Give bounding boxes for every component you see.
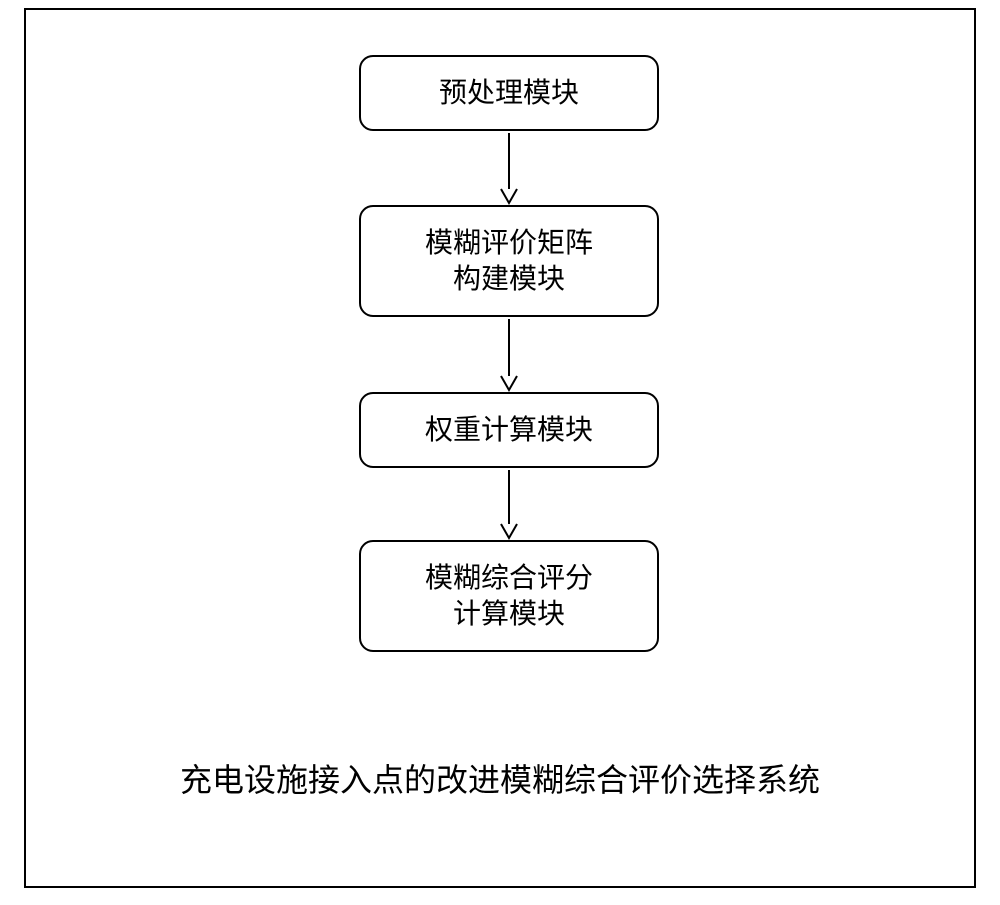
caption-text: 充电设施接入点的改进模糊综合评价选择系统 xyxy=(180,762,820,798)
node-label: 预处理模块 xyxy=(439,75,579,111)
arrow-icon xyxy=(489,468,529,540)
node-label: 构建模块 xyxy=(453,261,565,297)
node-fuzzy-score: 模糊综合评分 计算模块 xyxy=(359,540,659,652)
node-preprocessing: 预处理模块 xyxy=(359,55,659,131)
diagram-caption: 充电设施接入点的改进模糊综合评价选择系统 xyxy=(0,755,1000,801)
node-label: 模糊综合评分 xyxy=(425,560,593,596)
node-label: 计算模块 xyxy=(453,596,565,632)
arrow-icon xyxy=(489,317,529,392)
node-label: 权重计算模块 xyxy=(425,412,593,448)
node-weight-calc: 权重计算模块 xyxy=(359,392,659,468)
node-label: 模糊评价矩阵 xyxy=(425,225,593,261)
arrow-icon xyxy=(489,131,529,205)
diagram-canvas: 预处理模块 模糊评价矩阵 构建模块 权重计算模块 模糊综合评分 计算模块 充电设… xyxy=(0,0,1000,905)
node-fuzzy-matrix: 模糊评价矩阵 构建模块 xyxy=(359,205,659,317)
